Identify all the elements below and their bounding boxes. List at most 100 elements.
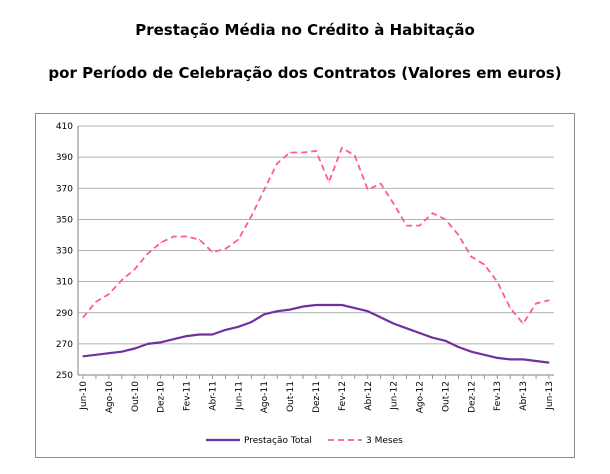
data-point [444,218,447,220]
data-point [173,235,175,238]
data-point [198,239,201,241]
data-point [341,147,343,149]
x-tick-label: Dez-11 [312,381,322,413]
y-tick-label: 270 [56,340,73,350]
data-point [134,347,136,350]
series-line [82,146,550,325]
data-point [121,351,123,353]
y-tick-label: 330 [56,247,73,257]
data-point [393,203,395,205]
data-point [95,301,97,303]
data-point [82,355,84,357]
data-point [121,279,123,281]
x-tick-label: Jun-11 [234,381,244,411]
data-point [108,352,110,354]
data-point [302,305,304,308]
data-point [509,307,511,309]
data-point [185,235,188,238]
data-point [328,304,330,306]
y-tick-label: 310 [56,278,73,288]
data-point [224,248,226,250]
data-point [263,189,265,191]
data-point [237,326,239,328]
chart-subtitle: por Período de Celebração dos Contratos … [48,64,562,82]
x-tick-label: Ago-10 [105,381,115,414]
data-point [431,337,434,339]
data-point [341,304,343,306]
y-tick-label: 290 [56,309,73,319]
data-point [354,307,356,309]
data-point [95,354,97,356]
data-point [418,332,421,334]
x-tick-label: Out-11 [286,381,296,412]
data-point [147,253,149,255]
data-point [470,351,472,353]
x-tick-label: Dez-12 [467,381,477,413]
series-line [82,303,550,364]
data-point [522,358,524,361]
x-tick-label: Abr-13 [519,381,529,411]
y-tick-label: 410 [56,122,73,132]
data-point [250,215,252,217]
data-point [406,225,408,227]
data-point [289,151,291,154]
data-point [367,310,369,312]
data-point [134,268,136,270]
data-point [548,299,550,301]
legend-label: Prestação Total [244,436,312,446]
data-point [509,358,511,361]
x-tick-label: Ago-12 [416,381,426,413]
data-point [418,225,421,227]
data-point [393,323,395,325]
chart-title: Prestação Média no Crédito à Habitação [135,21,475,39]
data-point [380,182,382,185]
y-tick-label: 350 [56,215,73,225]
data-point [483,263,485,266]
data-point [276,310,278,312]
y-tick-label: 370 [56,184,73,194]
data-point [224,329,226,331]
x-tick-label: Jun-10 [79,381,89,411]
data-point [315,150,317,152]
data-point [211,251,214,253]
x-tick-label: Ago-11 [260,381,270,413]
data-point [496,281,498,283]
data-point [160,341,162,343]
data-point [289,309,291,311]
x-tick-label: Fev-11 [183,381,193,411]
x-tick-label: Out-12 [441,381,451,412]
data-point [548,361,550,364]
data-point [406,327,408,329]
data-point [263,313,265,315]
data-point [522,323,524,325]
data-point [457,234,459,236]
x-tick-label: Dez-10 [157,381,167,413]
data-point [457,346,459,348]
x-tick-label: Abr-12 [364,381,374,411]
data-point [483,354,485,356]
data-point [496,357,498,359]
data-point [535,360,537,362]
data-point [82,316,84,319]
legend-label: 3 Meses [366,436,403,446]
x-tick-label: Abr-11 [208,381,218,411]
x-tick-label: Fev-12 [338,381,348,411]
data-point [173,338,175,340]
data-point [237,239,239,241]
x-tick-label: Jun-13 [545,381,555,411]
data-point [444,340,447,342]
data-point [315,304,317,306]
data-point [302,151,304,154]
data-point [185,335,188,337]
x-tick-label: Out-10 [131,381,141,412]
y-tick-label: 250 [56,371,73,381]
data-point [328,181,330,183]
data-point [535,302,537,305]
data-point [211,333,214,336]
data-point [470,256,472,258]
chart-frame: 250 270 290 310 330 350 370 390 410 Jun-10 Ago-10 O… [35,113,575,458]
data-point [108,293,110,295]
data-point [354,154,356,157]
data-point [431,212,434,214]
